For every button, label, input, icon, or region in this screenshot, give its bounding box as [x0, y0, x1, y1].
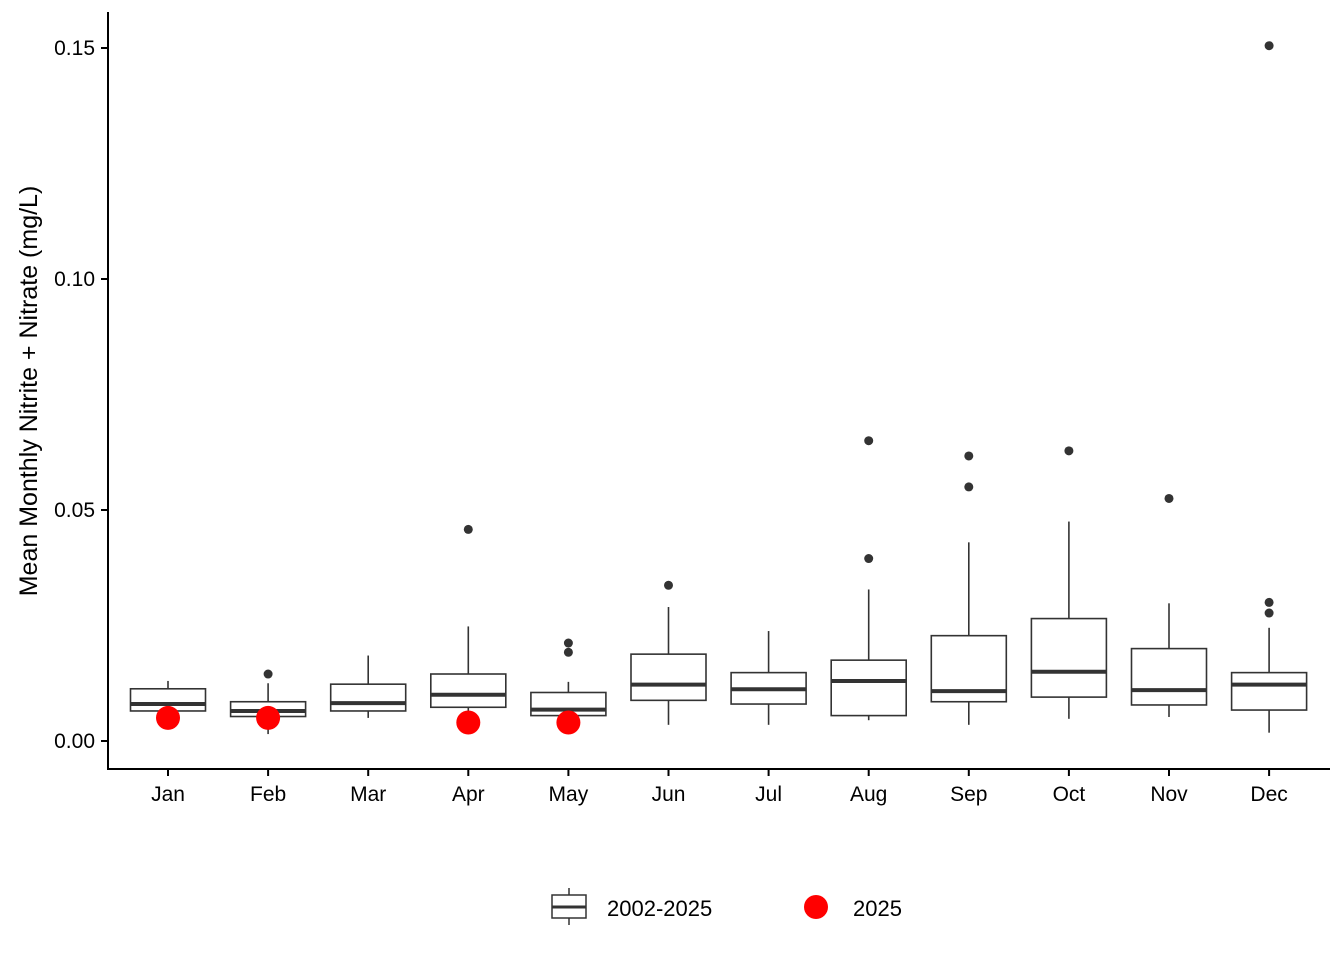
- y-tick-label: 0.00: [54, 730, 95, 753]
- y-axis-ticks: 0.00 0.05 0.10 0.15: [54, 37, 108, 753]
- box-iqr: [630, 653, 707, 702]
- legend-label-box: 2002-2025: [607, 896, 712, 921]
- point-2025-apr: [456, 710, 481, 735]
- box-iqr: [830, 659, 908, 717]
- legend-label-point: 2025: [853, 896, 902, 921]
- outlier-point: [1264, 597, 1274, 607]
- x-tick-label: Jan: [151, 783, 185, 806]
- boxplot-sep: [930, 451, 1008, 725]
- outlier-point: [1264, 608, 1274, 618]
- x-tick-label: Feb: [250, 783, 286, 806]
- boxplot-jul: [730, 631, 807, 725]
- x-tick-label: Aug: [850, 783, 887, 806]
- outlier-point: [1164, 493, 1174, 503]
- point-2025-feb: [256, 705, 281, 730]
- boxplot-aug: [830, 436, 908, 721]
- plot-area: [129, 41, 1308, 735]
- x-tick-label: Jul: [755, 783, 782, 806]
- x-tick-label: Apr: [452, 783, 485, 806]
- outlier-point: [864, 436, 874, 446]
- outlier-point: [563, 647, 573, 657]
- legend: 2002-2025 2025: [551, 888, 902, 925]
- x-tick-label: Jun: [652, 783, 686, 806]
- outlier-point: [463, 524, 473, 534]
- box-iqr: [1230, 671, 1308, 711]
- y-tick-label: 0.05: [54, 499, 95, 522]
- box-iqr: [1030, 617, 1108, 698]
- y-tick-label: 0.15: [54, 37, 95, 60]
- legend-key-point: [804, 895, 828, 919]
- outlier-point: [964, 451, 974, 461]
- legend-key-box: [551, 888, 587, 925]
- boxplot-jun: [630, 580, 707, 725]
- point-2025-may: [556, 710, 581, 735]
- y-tick-label: 0.10: [54, 268, 95, 291]
- outlier-point: [964, 482, 974, 492]
- outlier-point: [1264, 41, 1274, 51]
- y-axis-title: Mean Monthly Nitrite + Nitrate (mg/L): [15, 186, 43, 597]
- box-iqr: [429, 673, 507, 709]
- outlier-point: [664, 580, 673, 590]
- x-tick-label: Oct: [1053, 783, 1086, 806]
- boxplot-jan: [129, 680, 207, 712]
- box-iqr: [329, 683, 407, 712]
- x-tick-label: Sep: [950, 783, 987, 806]
- x-tick-label: Nov: [1150, 783, 1188, 806]
- boxplot-apr: [429, 524, 507, 716]
- x-tick-label: Dec: [1250, 783, 1287, 806]
- outlier-point: [864, 554, 874, 564]
- boxplot-dec: [1230, 41, 1308, 733]
- box-iqr: [1130, 647, 1208, 706]
- point-2025-jan: [156, 705, 180, 730]
- boxplot-nov: [1130, 493, 1208, 717]
- x-tick-label: Mar: [350, 783, 386, 806]
- outlier-point: [563, 638, 573, 648]
- boxplot-mar: [329, 655, 407, 718]
- boxplot-oct: [1030, 446, 1108, 719]
- outlier-point: [1064, 446, 1074, 456]
- boxplot-may: [530, 638, 607, 718]
- x-tick-label: May: [549, 783, 589, 806]
- outlier-point: [263, 669, 273, 679]
- x-axis-ticks: Jan Feb Mar Apr May Jun Jul Aug Sep Oct Nov Dec: [151, 769, 1288, 806]
